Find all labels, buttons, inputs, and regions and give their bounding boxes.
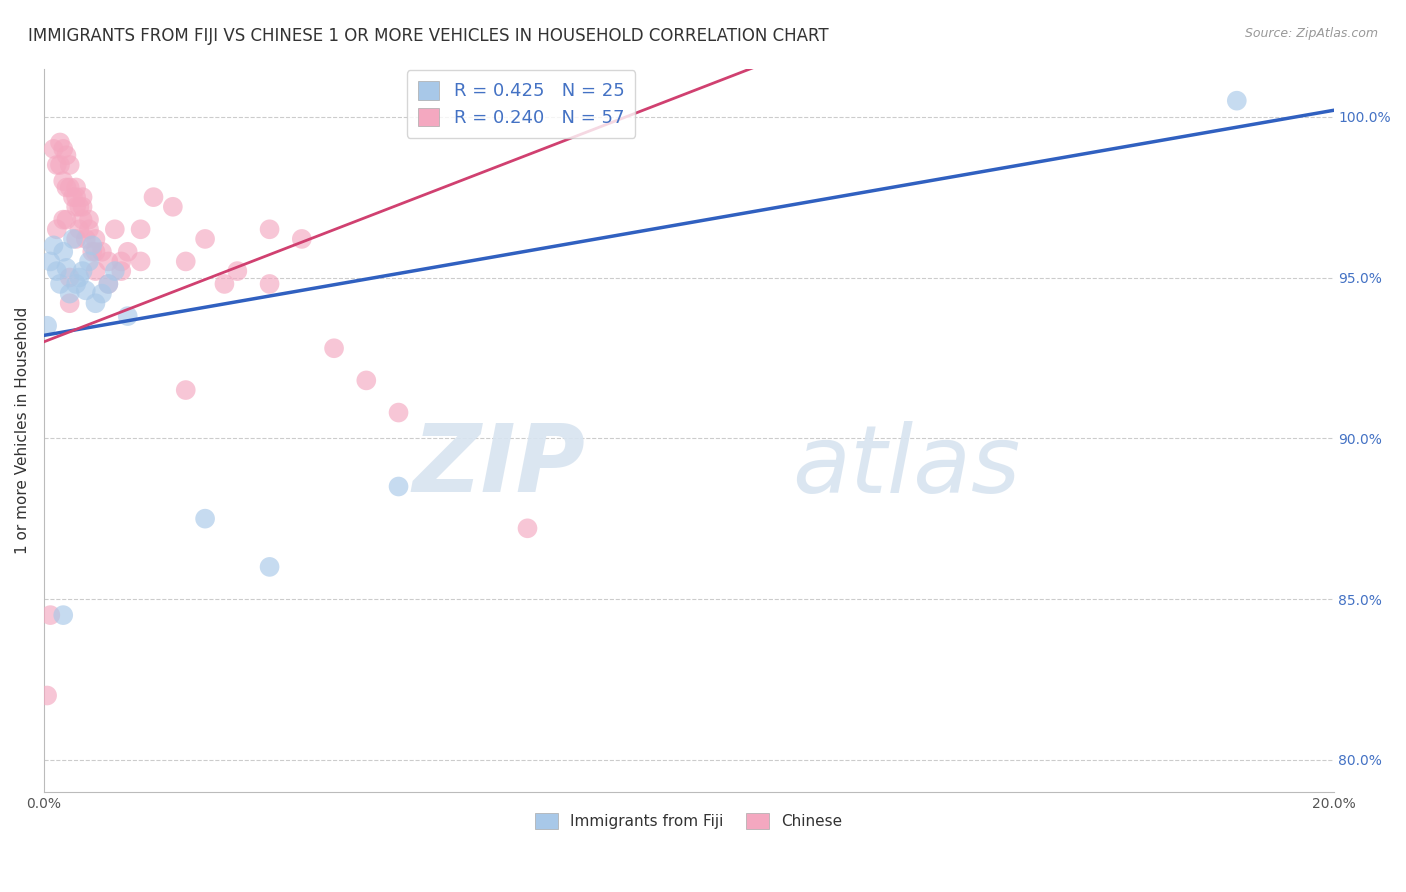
- Point: [194, 511, 217, 525]
- Point: [55, 148, 77, 162]
- Point: [45, 158, 67, 172]
- Point: [37, 318, 59, 333]
- Point: [62, 232, 84, 246]
- Point: [55, 180, 77, 194]
- Point: [291, 232, 314, 246]
- Point: [174, 383, 197, 397]
- Point: [67, 222, 90, 236]
- Point: [75, 232, 97, 246]
- Point: [84, 296, 107, 310]
- Point: [72, 212, 94, 227]
- Point: [117, 244, 139, 259]
- Point: [39, 254, 62, 268]
- Point: [323, 341, 346, 355]
- Point: [59, 286, 82, 301]
- Legend: Immigrants from Fiji, Chinese: Immigrants from Fiji, Chinese: [529, 806, 849, 835]
- Point: [52, 244, 75, 259]
- Text: ZIP: ZIP: [412, 420, 585, 512]
- Point: [84, 232, 107, 246]
- Point: [72, 200, 94, 214]
- Point: [52, 212, 75, 227]
- Point: [387, 479, 409, 493]
- Point: [75, 284, 97, 298]
- Point: [387, 406, 409, 420]
- Point: [52, 174, 75, 188]
- Point: [49, 158, 72, 172]
- Y-axis label: 1 or more Vehicles in Household: 1 or more Vehicles in Household: [15, 307, 30, 554]
- Point: [59, 158, 82, 172]
- Point: [65, 277, 87, 291]
- Point: [59, 296, 82, 310]
- Point: [259, 222, 281, 236]
- Point: [110, 264, 132, 278]
- Point: [49, 277, 72, 291]
- Point: [516, 521, 538, 535]
- Point: [90, 244, 112, 259]
- Point: [129, 254, 152, 268]
- Text: IMMIGRANTS FROM FIJI VS CHINESE 1 OR MORE VEHICLES IN HOUSEHOLD CORRELATION CHAR: IMMIGRANTS FROM FIJI VS CHINESE 1 OR MOR…: [28, 27, 828, 45]
- Point: [59, 180, 82, 194]
- Point: [45, 264, 67, 278]
- Point: [72, 190, 94, 204]
- Point: [65, 200, 87, 214]
- Point: [52, 608, 75, 623]
- Point: [174, 254, 197, 268]
- Point: [77, 254, 100, 268]
- Point: [259, 277, 281, 291]
- Point: [59, 270, 82, 285]
- Point: [226, 264, 249, 278]
- Point: [84, 244, 107, 259]
- Point: [39, 608, 62, 623]
- Point: [52, 142, 75, 156]
- Point: [65, 232, 87, 246]
- Point: [356, 373, 378, 387]
- Point: [45, 222, 67, 236]
- Point: [37, 689, 59, 703]
- Point: [142, 190, 165, 204]
- Point: [97, 277, 120, 291]
- Point: [104, 222, 127, 236]
- Point: [49, 136, 72, 150]
- Point: [62, 190, 84, 204]
- Point: [214, 277, 236, 291]
- Point: [42, 142, 65, 156]
- Text: atlas: atlas: [792, 421, 1021, 512]
- Point: [110, 254, 132, 268]
- Point: [97, 254, 120, 268]
- Point: [77, 212, 100, 227]
- Point: [1226, 94, 1249, 108]
- Point: [55, 260, 77, 275]
- Text: Source: ZipAtlas.com: Source: ZipAtlas.com: [1244, 27, 1378, 40]
- Point: [90, 286, 112, 301]
- Point: [82, 238, 104, 252]
- Point: [82, 244, 104, 259]
- Point: [65, 190, 87, 204]
- Point: [67, 270, 90, 285]
- Point: [84, 264, 107, 278]
- Point: [55, 212, 77, 227]
- Point: [117, 309, 139, 323]
- Point: [42, 238, 65, 252]
- Point: [104, 264, 127, 278]
- Point: [259, 560, 281, 574]
- Point: [194, 232, 217, 246]
- Point: [67, 200, 90, 214]
- Point: [162, 200, 184, 214]
- Point: [72, 264, 94, 278]
- Point: [129, 222, 152, 236]
- Point: [65, 180, 87, 194]
- Point: [77, 222, 100, 236]
- Point: [97, 277, 120, 291]
